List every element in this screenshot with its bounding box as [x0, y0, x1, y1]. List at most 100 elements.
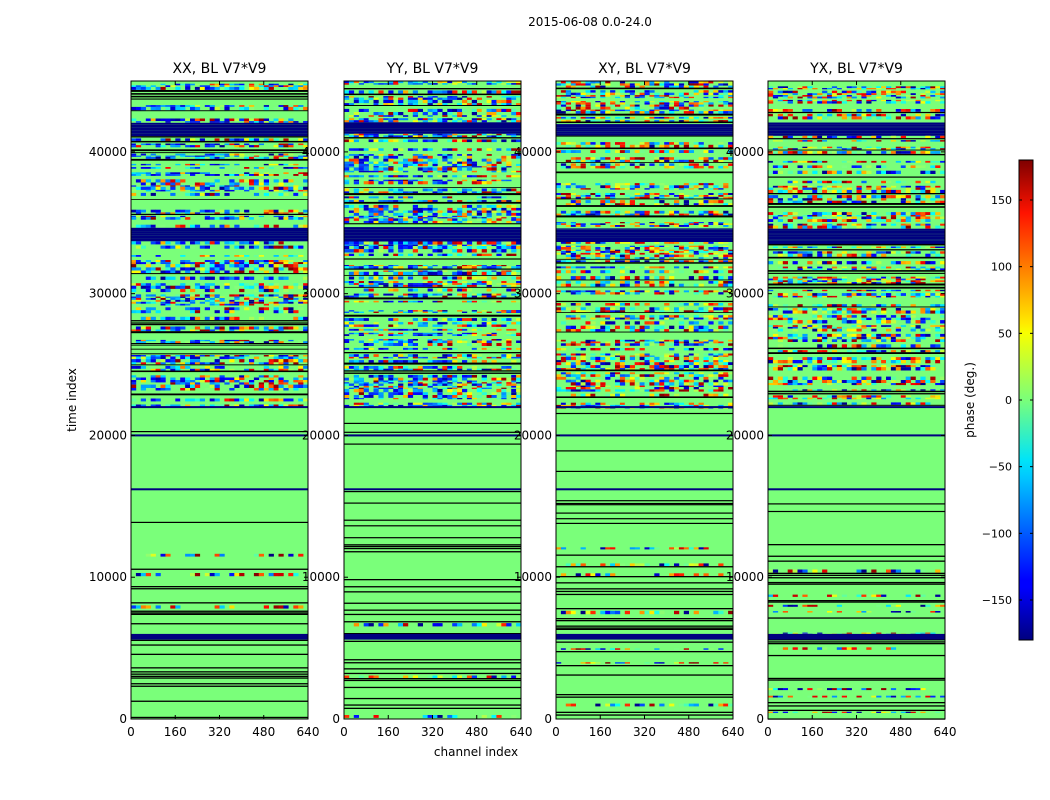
heatmap-cell: [427, 715, 433, 718]
heatmap-cell: [131, 163, 137, 166]
heatmap-cell: [669, 106, 675, 110]
heatmap-cell: [388, 244, 394, 246]
heatmap-cell: [491, 392, 497, 395]
heatmap-cell: [452, 374, 458, 378]
heatmap-cell: [516, 83, 522, 85]
heatmap-cell: [693, 223, 699, 225]
heatmap-cell: [600, 247, 606, 250]
heatmap-cell: [575, 213, 581, 216]
heatmap-cell: [664, 254, 670, 258]
heatmap-cell: [674, 106, 680, 110]
heatmap-cell: [258, 285, 264, 289]
heatmap-cell: [403, 135, 409, 138]
heatmap-cell: [575, 242, 581, 244]
heatmap-cell: [496, 324, 502, 327]
heatmap-cell: [688, 150, 694, 153]
heatmap-cell: [590, 142, 596, 145]
heatmap-cell: [278, 155, 284, 157]
heatmap-cell: [398, 253, 404, 256]
heatmap-cell: [457, 191, 463, 194]
heatmap-cell: [224, 192, 230, 196]
heatmap-cell: [412, 139, 418, 143]
heatmap-cell: [718, 83, 724, 86]
panel-1: XX, BL V7*V90 160 320 480 640010000200003000…: [89, 61, 320, 739]
heatmap-cell: [224, 224, 230, 228]
heatmap-cell: [373, 283, 379, 285]
heatmap-cell: [693, 242, 699, 244]
heatmap-cell: [496, 207, 502, 211]
heatmap-cell: [713, 116, 719, 119]
heatmap-cell: [481, 181, 487, 185]
heatmap-cell: [496, 328, 502, 331]
heatmap-cell: [511, 120, 517, 123]
heatmap-cell: [447, 155, 453, 159]
heatmap-cell: [615, 163, 621, 166]
heatmap-cell: [432, 383, 438, 386]
heatmap-cell: [348, 360, 355, 363]
heatmap-cell: [194, 182, 201, 186]
heatmap-cell: [403, 139, 409, 143]
heatmap-cell: [516, 103, 522, 105]
heatmap-cell: [278, 553, 284, 557]
heatmap-cell: [481, 210, 487, 213]
heatmap-cell: [723, 116, 729, 119]
heatmap-cell: [693, 102, 699, 105]
heatmap-cell: [708, 195, 714, 197]
heatmap-cell: [398, 212, 404, 216]
heatmap-cell: [570, 163, 576, 166]
heatmap-cell: [224, 310, 230, 314]
heatmap-cell: [234, 138, 240, 141]
heatmap-cell: [496, 81, 502, 84]
heatmap-cell: [140, 359, 146, 363]
heatmap-cell: [388, 300, 394, 303]
heatmap-cell: [229, 215, 235, 218]
heatmap-cell: [417, 135, 423, 138]
heatmap-cell: [491, 249, 497, 253]
row-boundary: [131, 431, 308, 433]
heatmap-cell: [516, 354, 522, 357]
heatmap-cell: [570, 96, 576, 99]
heatmap-cell: [624, 120, 630, 122]
heatmap-cell: [506, 163, 512, 167]
heatmap-cell: [491, 210, 497, 213]
heatmap-cell: [486, 383, 492, 386]
heatmap-cell: [293, 86, 299, 90]
heatmap-cell: [403, 360, 409, 363]
heatmap-cell: [496, 215, 502, 218]
heatmap-cell: [298, 153, 304, 156]
heatmap-cell: [398, 103, 404, 105]
heatmap-cell: [432, 112, 438, 116]
heatmap-cell: [506, 310, 512, 312]
heatmap-cell: [481, 133, 487, 136]
heatmap-cell: [481, 115, 487, 117]
heatmap-cell: [283, 380, 289, 383]
heatmap-cell: [664, 106, 670, 110]
heatmap-cell: [654, 111, 660, 114]
heatmap-cell: [393, 120, 399, 123]
heatmap-cell: [288, 163, 294, 166]
heatmap-cell: [570, 109, 576, 112]
heatmap-cell: [145, 217, 151, 220]
heatmap-cell: [688, 196, 694, 199]
heatmap-cell: [713, 281, 719, 284]
heatmap-cell: [417, 167, 423, 171]
heatmap-cell: [239, 105, 245, 107]
heatmap-cell: [214, 85, 220, 87]
heatmap-cell: [718, 200, 724, 204]
heatmap-cell: [565, 150, 571, 153]
heatmap-cell: [644, 276, 650, 280]
heatmap-cell: [501, 675, 507, 678]
heatmap-cell: [229, 86, 235, 90]
heatmap-cell: [194, 283, 201, 286]
heatmap-cell: [570, 120, 576, 122]
heatmap-cell: [229, 307, 235, 311]
heatmap-cell: [412, 374, 418, 378]
heatmap-cell: [348, 96, 355, 98]
heatmap-cell: [476, 356, 482, 359]
heatmap-cell: [288, 297, 294, 300]
heatmap-cell: [506, 253, 512, 256]
heatmap-cell: [249, 138, 255, 141]
heatmap-cell: [491, 270, 497, 272]
heatmap-cell: [145, 189, 151, 192]
heatmap-cell: [398, 112, 404, 116]
